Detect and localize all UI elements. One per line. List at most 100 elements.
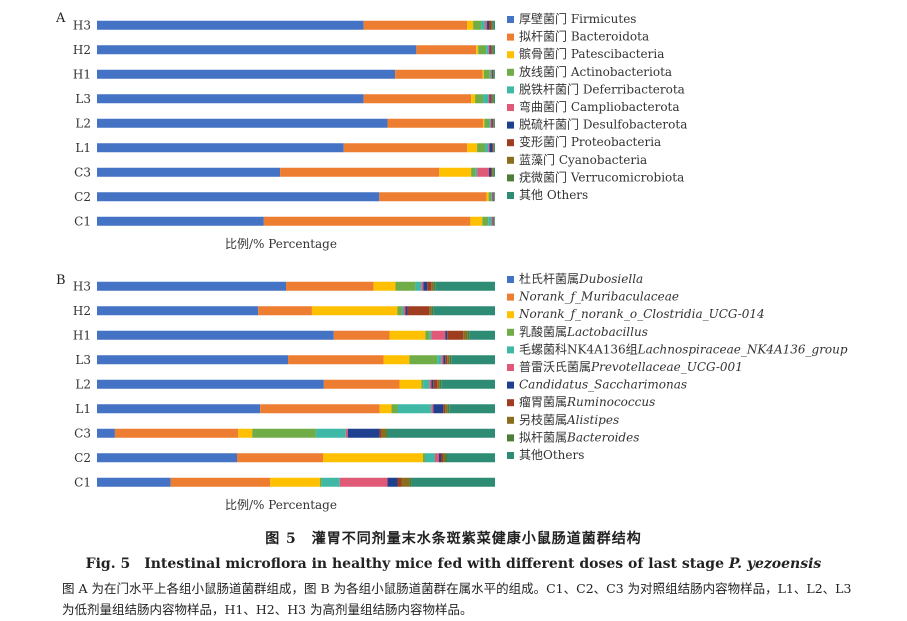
bar-segment-l2-s2 <box>387 118 484 128</box>
bar-segment-h1-s1 <box>97 330 334 340</box>
bar-segment-h1-s3 <box>482 69 484 79</box>
legend-swatch-7 <box>507 381 514 389</box>
panel-a-letter: A <box>55 11 66 26</box>
bar-segment-h2-s7 <box>405 306 408 316</box>
bar-segment-c3-s7 <box>489 167 492 177</box>
bar-segment-l3-s7 <box>443 355 446 365</box>
bar-segment-h3-s8 <box>489 20 492 30</box>
bar-segment-h1-s5 <box>489 69 492 79</box>
legend-swatch-4 <box>507 328 514 336</box>
bar-segment-l2-s8 <box>492 118 494 128</box>
bar-segment-c2-s10 <box>445 453 447 463</box>
bar-segment-h1-s7 <box>491 69 493 79</box>
figure-note: 图 A 为在门水平上各组小鼠肠道菌群组成，图 B 为各组小鼠肠道菌群在属水平的组… <box>62 581 852 617</box>
row-label-l3: L3 <box>75 92 91 106</box>
bar-segment-l3-s6 <box>441 355 444 365</box>
bar-segment-l3-s7 <box>489 94 491 104</box>
bar-segment-l1-s6 <box>431 404 434 414</box>
bar-segment-l1-s7 <box>433 404 444 414</box>
bar-segment-h2-s10 <box>492 45 494 55</box>
bar-segment-c2-s1 <box>97 192 380 202</box>
row-label-c2: C2 <box>74 190 91 204</box>
bar-segment-c2-s7 <box>492 192 494 202</box>
legend-entry-10: 疣微菌门 Verrucomicrobiota <box>519 169 684 184</box>
bar-segment-l3-s8 <box>445 355 448 365</box>
bar-segment-h1-s4 <box>483 69 490 79</box>
bar-segment-l3-s2 <box>288 355 384 365</box>
row-label-c1: C1 <box>74 214 91 228</box>
legend-entry-2: 拟杆菌门 Bacteroidota <box>519 29 649 44</box>
row-label-c1: C1 <box>74 475 91 489</box>
bar-segment-h3-s2 <box>286 281 374 291</box>
bar-segment-c1-s4 <box>482 216 489 226</box>
bar-segment-h1-s2 <box>333 330 390 340</box>
bar-segment-c3-s6 <box>345 428 348 438</box>
bar-segment-c3-s10 <box>493 167 494 177</box>
legend-swatch-7 <box>507 121 514 129</box>
bar-segment-l1-s5 <box>397 404 432 414</box>
bar-segment-l2-s11 <box>441 379 495 389</box>
bar-segment-h2-s5 <box>486 45 489 55</box>
bar-segment-l3-s9 <box>491 94 493 104</box>
bar-segment-h3-s10 <box>492 20 494 30</box>
legend-swatch-8 <box>507 399 514 407</box>
bar-segment-c3-s1 <box>97 428 115 438</box>
bar-segment-h3-s1 <box>97 20 364 30</box>
legend-entry-8: 瘤胃菌属Ruminococcus <box>519 394 655 409</box>
row-label-l2: L2 <box>75 116 91 130</box>
x-axis-label: 比例/% Percentage <box>225 237 337 251</box>
bar-segment-c2-s3 <box>323 453 423 463</box>
legend-entry-5: 毛螺菌科NK4A136组Lachnospiraceae_NK4A136_grou… <box>519 342 848 356</box>
bar-segment-c2-s3 <box>486 192 489 202</box>
bar-segment-c2-s5 <box>425 453 435 463</box>
bar-segment-l3-s5 <box>483 94 489 104</box>
bar-segment-c2-s2 <box>237 453 323 463</box>
bar-segment-l3-s2 <box>363 94 472 104</box>
bar-segment-h3-s8 <box>427 281 432 291</box>
bar-segment-c3-s5 <box>315 428 346 438</box>
bar-segment-l1-s1 <box>97 143 344 153</box>
legend-entry-6: 普雷沃氏菌属Prevotellaceae_UCG-001 <box>519 360 743 374</box>
row-label-h3: H3 <box>73 18 91 32</box>
row-label-l1: L1 <box>75 141 91 155</box>
row-label-h1: H1 <box>73 328 91 342</box>
bar-segment-c3-s3 <box>439 167 472 177</box>
bar-segment-c1-s9 <box>401 477 410 487</box>
row-label-l3: L3 <box>75 353 91 367</box>
legend-swatch-1 <box>507 276 514 283</box>
bar-segment-c1-s2 <box>170 477 271 487</box>
bar-segment-l3-s5 <box>437 355 442 365</box>
panel-b-letter: B <box>56 273 66 288</box>
bar-segment-h3-s2 <box>363 20 468 30</box>
bar-segment-h2-s6 <box>403 306 406 316</box>
bar-segment-l1-s2 <box>260 404 380 414</box>
legend-entry-2: Norank_f_Muribaculaceae <box>518 290 679 304</box>
bar-segment-l3-s1 <box>97 94 364 104</box>
legend-swatch-11 <box>507 192 514 199</box>
figure-caption-chinese: 图 5 灌胃不同剂量末水条斑紫菜健康小鼠肠道菌群结构 <box>265 531 642 547</box>
bar-segment-h1-s10 <box>467 330 470 340</box>
bar-segment-h1-s7 <box>445 330 448 340</box>
bar-segment-l1-s7 <box>489 143 493 153</box>
caption-english-text: Fig. 5 Intestinal microflora in healthy … <box>85 556 729 572</box>
bar-segment-h2-s1 <box>97 306 259 316</box>
bar-segment-c2-s7 <box>439 453 441 463</box>
bar-segment-l3-s9 <box>447 355 450 365</box>
bar-segment-c1-s3 <box>470 216 483 226</box>
bar-segment-c2-s1 <box>97 453 237 463</box>
bar-segment-l1-s3 <box>379 404 392 414</box>
bar-segment-l3-s11 <box>451 355 495 365</box>
bar-segment-c1-s10 <box>409 477 412 487</box>
row-label-h2: H2 <box>73 43 91 57</box>
bar-segment-l1-s3 <box>467 143 478 153</box>
bar-segment-c3-s8 <box>379 428 382 438</box>
bar-segment-c2-s8 <box>441 453 443 463</box>
bar-segment-h3-s10 <box>433 281 436 291</box>
bar-segment-l3-s3 <box>471 94 476 104</box>
bar-segment-h1-s11 <box>469 330 495 340</box>
bar-segment-c2-s2 <box>379 192 487 202</box>
bar-segment-c3-s2 <box>280 167 440 177</box>
bar-segment-h2-s5 <box>401 306 404 316</box>
bar-segment-h1-s4 <box>425 330 430 340</box>
bar-segment-c3-s2 <box>114 428 239 438</box>
